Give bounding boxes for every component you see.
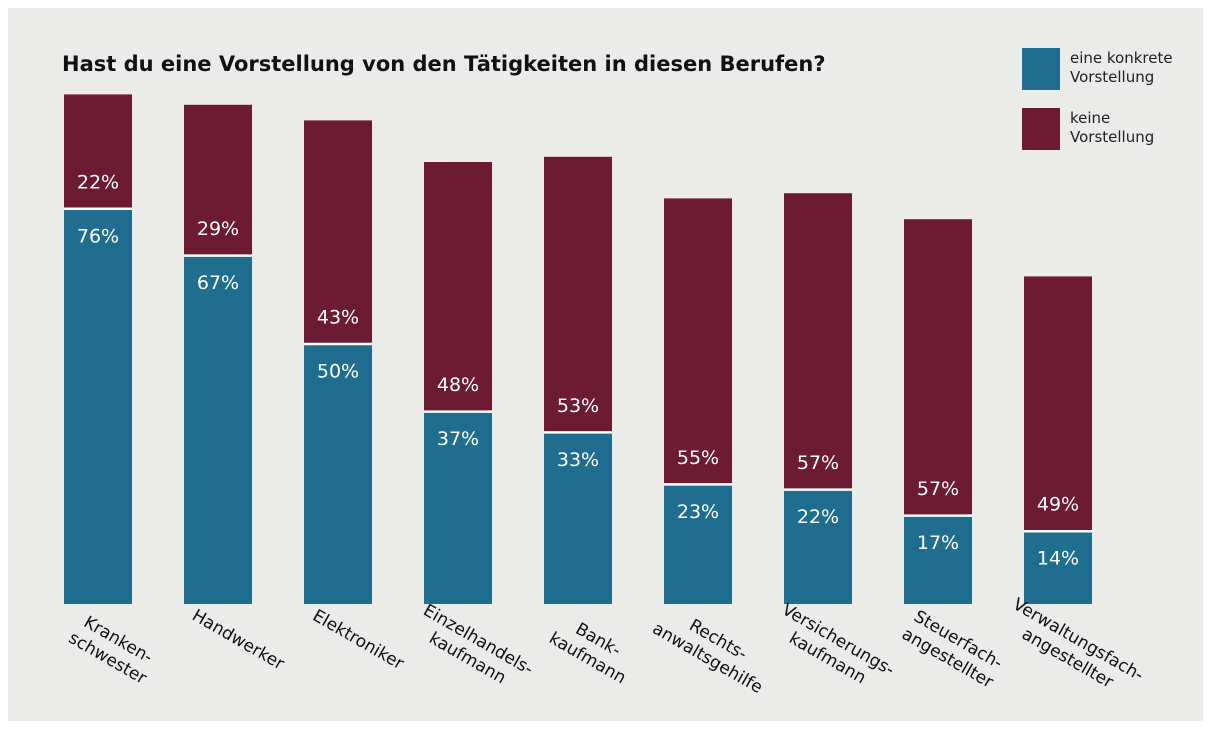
bar-segment: [784, 193, 852, 490]
value-label: 53%: [557, 395, 599, 417]
value-label: 29%: [197, 218, 239, 240]
value-label: 67%: [197, 272, 239, 294]
value-label: 37%: [437, 428, 479, 450]
value-label: 22%: [77, 171, 119, 193]
value-label: 14%: [1037, 548, 1079, 570]
value-label: 49%: [1037, 494, 1079, 516]
legend-swatch: [1022, 108, 1060, 150]
value-label: 23%: [677, 501, 719, 523]
value-label: 57%: [797, 452, 839, 474]
value-label: 22%: [797, 506, 839, 528]
value-label: 55%: [677, 447, 719, 469]
bar-segment: [424, 411, 492, 604]
bar-segment: [1024, 531, 1092, 604]
value-label: 17%: [917, 532, 959, 554]
legend-label: keine Vorstellung: [1070, 109, 1154, 146]
value-label: 33%: [557, 449, 599, 471]
bar-segment: [664, 198, 732, 485]
bar-segment: [304, 344, 372, 604]
bar-segment: [544, 432, 612, 604]
bar-segment: [1024, 276, 1092, 532]
value-label: 50%: [317, 361, 359, 383]
bar-segment: [304, 120, 372, 345]
bar-segment: [544, 156, 612, 433]
value-label: 48%: [437, 374, 479, 396]
legend-label: eine konkrete Vorstellung: [1070, 49, 1173, 86]
bar-segment: [184, 104, 252, 256]
bar-segment: [424, 162, 492, 412]
legend-swatch: [1022, 48, 1060, 90]
bar-segment: [664, 484, 732, 604]
value-label: 57%: [917, 478, 959, 500]
chart-title: Hast du eine Vorstellung von den Tätigke…: [62, 52, 826, 76]
bar-segment: [784, 489, 852, 604]
bar-segment: [64, 94, 132, 209]
value-label: 43%: [317, 307, 359, 329]
bar-segment: [64, 208, 132, 605]
bar-segment: [184, 255, 252, 604]
bar-segment: [904, 515, 972, 604]
bar-segment: [904, 219, 972, 516]
value-label: 76%: [77, 225, 119, 247]
